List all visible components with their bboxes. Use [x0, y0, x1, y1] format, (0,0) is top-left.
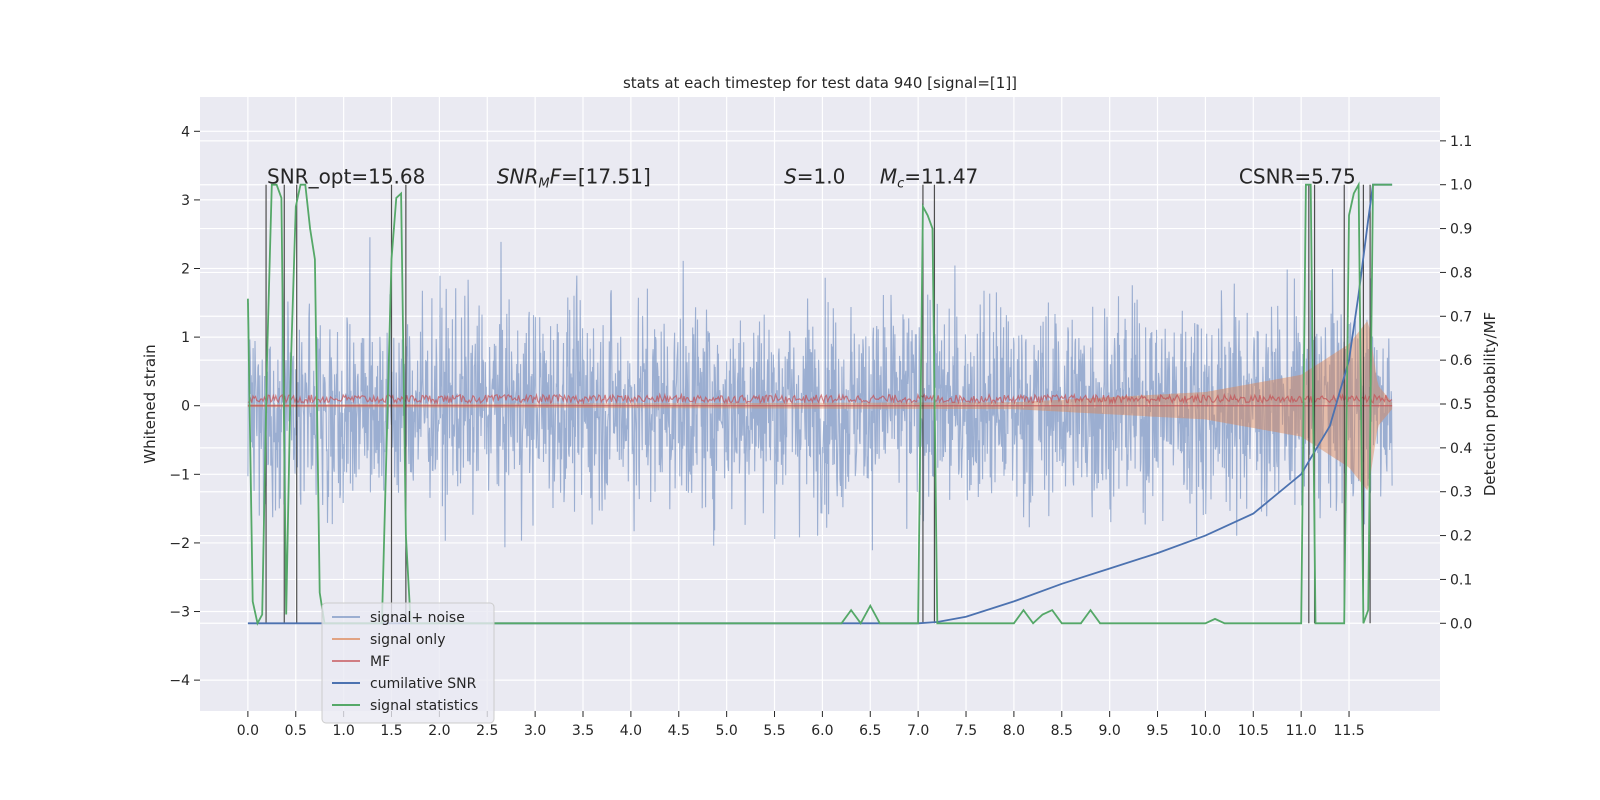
x-tick-label: 11.5 — [1333, 723, 1364, 739]
annotation: SNRMF=[17.51] — [497, 165, 651, 192]
x-tick-label: 10.5 — [1238, 723, 1269, 739]
y2-tick-label: 0.5 — [1450, 397, 1472, 413]
x-tick-label: 6.0 — [811, 723, 833, 739]
legend-label: signal statistics — [370, 698, 478, 714]
x-tick-label: 8.5 — [1051, 723, 1073, 739]
x-tick-label: 9.5 — [1146, 723, 1168, 739]
series-mf — [247, 392, 1393, 406]
y2-tick-label: 0.8 — [1450, 265, 1472, 281]
x-tick-label: 7.5 — [955, 723, 977, 739]
y2-axis-label: Detection probability/MF — [1481, 312, 1499, 496]
y2-tick-label: 0.3 — [1450, 485, 1472, 501]
x-tick-label: 5.5 — [763, 723, 785, 739]
series-cumulative-snr — [247, 183, 1393, 625]
y2-tick-label: 0.1 — [1450, 572, 1472, 588]
x-tick-label: 2.5 — [476, 723, 498, 739]
y-tick-label: 0 — [181, 399, 190, 415]
y2-tick-label: 0.7 — [1450, 309, 1472, 325]
y-tick-label: −4 — [169, 673, 190, 689]
annotations: SNR_opt=15.68 SNRMF=[17.51] S=1.0 Mc=11.47 C… — [267, 165, 1356, 192]
x-tick-label: 0.5 — [285, 723, 307, 739]
annotation: Mc=11.47 — [880, 165, 978, 192]
plot-area — [247, 181, 1393, 626]
y-tick-label: −2 — [169, 536, 190, 552]
x-tick-label: 3.0 — [524, 723, 546, 739]
x-tick-label: 6.5 — [859, 723, 881, 739]
chart-title: stats at each timestep for test data 940… — [623, 74, 1017, 92]
y-axis-right: 0.0 0.1 0.2 0.3 0.4 0.5 0.6 0.7 0.8 0.9 1.0 1.1 — [1440, 134, 1472, 632]
annotation: S=1.0 — [784, 165, 845, 189]
x-tick-label: 4.0 — [620, 723, 642, 739]
annotation: SNR_opt=15.68 — [267, 165, 425, 189]
x-tick-label: 8.0 — [1003, 723, 1025, 739]
y2-tick-label: 1.0 — [1450, 178, 1472, 194]
y-tick-label: −1 — [169, 467, 190, 483]
x-tick-label: 7.0 — [907, 723, 929, 739]
y-axis-left: −4 −3 −2 −1 0 1 2 3 4 — [169, 124, 200, 689]
legend-label: cumilative SNR — [370, 676, 477, 692]
series-signal-statistics — [247, 181, 1393, 626]
x-tick-label: 9.0 — [1099, 723, 1121, 739]
x-tick-label: 3.5 — [572, 723, 594, 739]
y2-tick-label: 0.6 — [1450, 353, 1472, 369]
y-tick-label: 2 — [181, 262, 190, 278]
y2-tick-label: 1.1 — [1450, 134, 1472, 150]
x-tick-label: 1.0 — [332, 723, 354, 739]
x-tick-label: 4.5 — [668, 723, 690, 739]
y-tick-label: 4 — [181, 124, 190, 140]
series-signal-noise — [247, 237, 1393, 551]
y-axis-label: Whitened strain — [141, 344, 159, 463]
y2-tick-label: 0.2 — [1450, 529, 1472, 545]
y2-tick-label: 0.4 — [1450, 441, 1472, 457]
y-tick-label: −3 — [169, 605, 190, 621]
legend-box — [321, 602, 495, 724]
x-tick-label: 2.0 — [428, 723, 450, 739]
y2-tick-label: 0.9 — [1450, 222, 1472, 238]
grid — [200, 97, 1440, 711]
x-tick-label: 11.0 — [1286, 723, 1317, 739]
x-tick-label: 1.5 — [380, 723, 402, 739]
x-tick-label: 5.0 — [716, 723, 738, 739]
x-axis: 0.0 0.5 1.0 1.5 2.0 2.5 3.0 3.5 4.0 4.5 5.0 5.5 6.0 6… — [237, 711, 1365, 739]
legend-label: MF — [370, 654, 390, 670]
legend: signal+ noise signal only MF cumilative SNR… — [321, 602, 495, 724]
x-tick-label: 10.0 — [1190, 723, 1221, 739]
x-tick-label: 0.0 — [237, 723, 259, 739]
legend-label: signal+ noise — [370, 610, 465, 626]
y2-tick-label: 0.0 — [1450, 616, 1472, 632]
y-tick-label: 3 — [181, 193, 190, 209]
y-tick-label: 1 — [181, 330, 190, 346]
legend-label: signal only — [370, 632, 445, 648]
annotation: CSNR=5.75 — [1239, 165, 1356, 189]
